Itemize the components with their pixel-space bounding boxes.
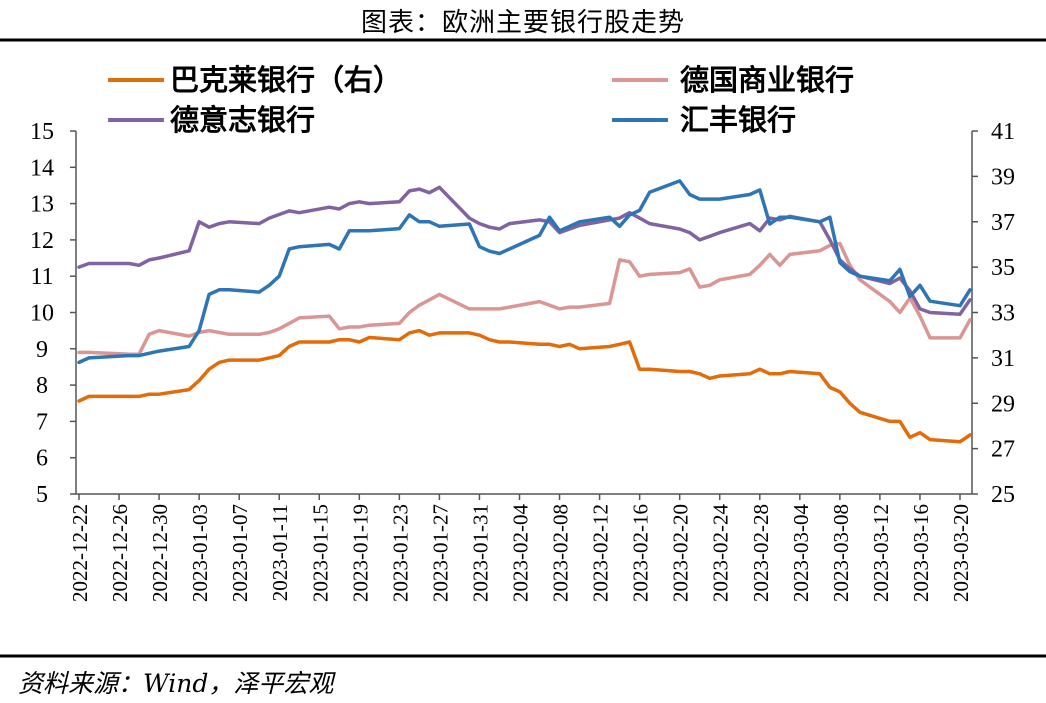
y-right-tick-label: 41 (991, 119, 1015, 145)
series-line (77, 179, 972, 365)
y-left-tick-label: 6 (36, 446, 48, 472)
legend-label: 德国商业银行 (680, 63, 854, 97)
legend-label: 巴克莱银行（右） (170, 63, 402, 97)
y-left-tick-label: 5 (36, 482, 48, 508)
x-tick-label: 2023-02-24 (709, 504, 733, 602)
y-right-tick-label: 31 (991, 346, 1015, 372)
y-left-tick-label: 7 (36, 409, 48, 435)
y-right-tick-label: 27 (991, 437, 1015, 463)
x-tick-label: 2023-02-04 (509, 504, 533, 602)
y-right-tick-label: 37 (991, 210, 1015, 236)
x-tick-label: 2023-01-27 (428, 504, 452, 602)
y-left-tick-label: 8 (36, 373, 48, 399)
y-left-tick-label: 12 (30, 228, 54, 254)
x-tick-label: 2023-02-20 (669, 504, 693, 602)
series-line (77, 185, 972, 317)
series-layer (77, 179, 972, 444)
x-tick-label: 2023-03-16 (909, 504, 933, 602)
y-left-tick-label: 14 (30, 155, 54, 181)
legend-label: 德意志银行 (170, 103, 315, 137)
y-right-tick-label: 39 (991, 164, 1015, 190)
x-tick-label: 2022-12-22 (68, 504, 92, 602)
y-right-tick-label: 35 (991, 255, 1015, 281)
y-left-tick-label: 9 (36, 337, 48, 363)
x-tick-label: 2023-01-19 (348, 504, 372, 602)
x-tick-label: 2023-02-12 (589, 504, 613, 602)
x-tick-label: 2023-03-08 (829, 504, 853, 602)
x-tick-label: 2023-01-03 (188, 504, 212, 602)
axes: 5 6 7 8 9 10 11 12 13 14 15 25 27 29 31 33 35 37 39 41 2022-… (30, 119, 1015, 602)
y-left-tick-label: 11 (30, 264, 53, 290)
x-tick-label: 2023-03-20 (949, 504, 973, 602)
source-note: 资料来源：Wind，泽平宏观 (18, 669, 334, 698)
x-tick-label: 2022-12-26 (108, 504, 132, 602)
x-tick-label: 2023-02-08 (549, 504, 573, 602)
y-right-tick-label: 25 (991, 482, 1015, 508)
x-tick-label: 2023-01-23 (388, 504, 412, 602)
x-tick-label: 2023-01-31 (468, 504, 492, 602)
y-right-tick-label: 33 (991, 301, 1015, 327)
figure-title: 图表：欧洲主要银行股走势 (360, 8, 685, 38)
x-tick-label: 2023-03-12 (869, 504, 893, 602)
x-tick-label: 2023-01-15 (308, 504, 332, 602)
x-tick-label: 2023-03-04 (789, 504, 813, 602)
y-right-tick-label: 29 (991, 391, 1015, 417)
x-tick-label: 2023-01-07 (228, 504, 252, 602)
x-tick-label: 2023-01-11 (268, 504, 292, 601)
x-tick-label: 2022-12-30 (148, 504, 172, 602)
series-line (77, 328, 972, 444)
x-tick-label: 2023-02-28 (749, 504, 773, 602)
y-left-tick-label: 15 (30, 119, 54, 145)
x-tick-label: 2023-02-16 (629, 504, 653, 602)
y-left-tick-label: 10 (30, 301, 54, 327)
legend-label: 汇丰银行 (680, 103, 796, 137)
y-left-tick-label: 13 (30, 192, 54, 218)
series-line (77, 241, 972, 356)
